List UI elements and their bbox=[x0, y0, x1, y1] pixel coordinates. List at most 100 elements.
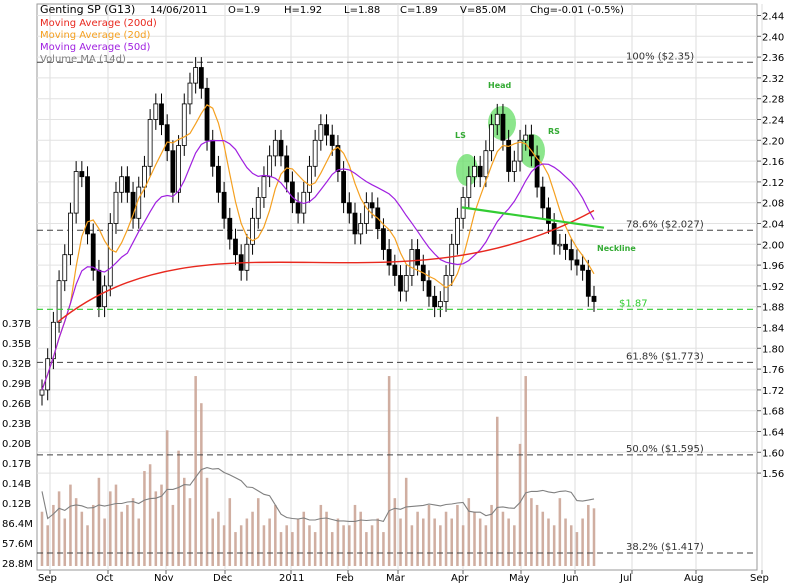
price-bar-body bbox=[107, 223, 113, 287]
volume-bar bbox=[325, 511, 328, 566]
volume-bar bbox=[319, 504, 323, 566]
volume-bar bbox=[370, 525, 374, 566]
price-bar-body bbox=[193, 67, 199, 84]
price-bar-body bbox=[369, 202, 375, 209]
volume-bar bbox=[444, 511, 448, 566]
price-tick-label: 2.00 bbox=[762, 240, 784, 251]
price-bar-body bbox=[494, 113, 500, 126]
volume-bar bbox=[564, 518, 567, 566]
price-bar-body bbox=[318, 124, 324, 141]
price-bar-body bbox=[102, 285, 107, 308]
price-tick-label: 2.28 bbox=[762, 95, 784, 106]
volume-bar bbox=[541, 511, 545, 566]
price-bar-body bbox=[227, 217, 233, 240]
price-bar-body bbox=[591, 295, 597, 302]
volume-bar bbox=[126, 504, 129, 566]
price-bar-body bbox=[210, 139, 216, 167]
neckline-line bbox=[461, 206, 605, 229]
volume-bar bbox=[387, 376, 391, 566]
volume-bar bbox=[433, 518, 436, 566]
volume-tick-label: 0.14B bbox=[2, 479, 31, 490]
volume-bar bbox=[154, 491, 158, 566]
volume-bar bbox=[513, 525, 516, 566]
volume-bar bbox=[478, 518, 482, 566]
volume-bar bbox=[109, 491, 112, 566]
price-tick-label: 2.24 bbox=[762, 116, 784, 127]
volume-bar bbox=[439, 525, 442, 566]
volume-ma-line bbox=[41, 467, 595, 523]
volume-bar bbox=[535, 504, 539, 566]
volume-bar bbox=[217, 511, 220, 566]
volume-bar bbox=[399, 518, 402, 566]
price-bar-body bbox=[204, 87, 210, 141]
price-bar-body bbox=[85, 176, 90, 235]
price-bar-body bbox=[563, 243, 568, 250]
price-bar-body bbox=[96, 269, 102, 308]
price-tick-label: 2.20 bbox=[762, 136, 784, 147]
price-bar-body bbox=[341, 171, 347, 204]
price-tick-label: 1.84 bbox=[762, 324, 784, 335]
volume-bar bbox=[530, 498, 533, 566]
volume-tick-label: 0.32B bbox=[2, 359, 31, 370]
price-bar-body bbox=[244, 243, 250, 271]
volume-bar bbox=[97, 477, 101, 566]
moving-averages bbox=[41, 103, 595, 391]
price-tick-label: 1.68 bbox=[762, 407, 784, 418]
volume-tick-label: 0.29B bbox=[2, 379, 31, 390]
price-bar-body bbox=[147, 119, 153, 167]
price-bar-body bbox=[68, 212, 73, 256]
volume-bar bbox=[296, 518, 300, 566]
volume-bar bbox=[86, 525, 89, 566]
volume-bar bbox=[359, 511, 362, 566]
price-bar-body bbox=[159, 103, 164, 126]
price-bar-body bbox=[119, 176, 125, 193]
volume-tick-label: 0.37B bbox=[2, 319, 31, 330]
volume-bar bbox=[194, 376, 197, 566]
volume-tick-label: 0.23B bbox=[2, 419, 31, 430]
volume-tick-label: 0.20B bbox=[2, 439, 31, 450]
volume-bar bbox=[52, 504, 55, 566]
price-bar-body bbox=[278, 139, 284, 157]
price-bar-body bbox=[312, 139, 318, 167]
volume-bar bbox=[131, 498, 135, 566]
volume-bar bbox=[262, 525, 266, 566]
price-bar-body bbox=[483, 150, 489, 178]
price-bar-body bbox=[73, 171, 79, 214]
volume-bar bbox=[393, 498, 397, 566]
volume-bar bbox=[518, 443, 522, 566]
x-tick-label: Jun bbox=[562, 573, 579, 584]
x-tick-label: Mar bbox=[386, 573, 406, 584]
annotations: $1.87 LS Head RS Neckline bbox=[37, 81, 757, 310]
price-bar-body bbox=[506, 139, 512, 172]
volume-bar bbox=[404, 477, 408, 566]
chart-title: Genting SP (G13) bbox=[40, 3, 135, 16]
volume-bar bbox=[120, 511, 123, 566]
header-change: Chg=-0.01 (-0.5%) bbox=[530, 5, 624, 16]
price-bar-body bbox=[329, 134, 335, 146]
volume-tick-label: 0.26B bbox=[2, 399, 31, 410]
volume-bar bbox=[558, 498, 562, 566]
price-tick-label: 1.72 bbox=[762, 386, 784, 397]
price-tick-label: 2.32 bbox=[762, 74, 784, 85]
price-tick-label: 1.96 bbox=[762, 261, 784, 272]
volume-bar bbox=[279, 532, 283, 566]
price-bar-body bbox=[90, 233, 96, 271]
price-bar-body bbox=[62, 254, 68, 282]
price-bar-body bbox=[500, 113, 506, 141]
price-bar-body bbox=[557, 243, 563, 247]
volume-bar bbox=[114, 484, 118, 566]
neckline-label: Neckline bbox=[597, 244, 636, 253]
volume-bar bbox=[552, 525, 556, 566]
price-bar-body bbox=[358, 223, 364, 235]
price-bar-body bbox=[517, 139, 523, 162]
header-open: O=1.9 bbox=[228, 5, 260, 16]
price-bar-body bbox=[398, 275, 403, 292]
price-bar-body bbox=[415, 249, 420, 266]
volume-bar bbox=[268, 518, 271, 566]
volume-bar bbox=[285, 525, 288, 566]
price-bar-body bbox=[529, 134, 534, 157]
price-bar-body bbox=[250, 217, 255, 245]
price-bar-body bbox=[272, 139, 278, 157]
volume-bar bbox=[376, 518, 380, 566]
